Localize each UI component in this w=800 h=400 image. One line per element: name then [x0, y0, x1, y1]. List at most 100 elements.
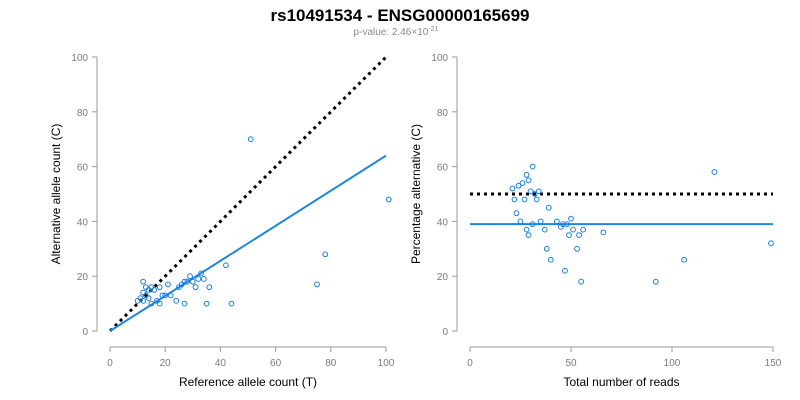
right-panel-percentage-alternative: 0 50 100 150 0 20 40 60 80 100 Total number of rea…: [409, 53, 782, 389]
data-point: [195, 276, 202, 282]
data-point: [564, 221, 570, 228]
data-point: [187, 273, 193, 280]
data-point: [517, 218, 524, 225]
data-point: [537, 218, 544, 225]
x-axis-title: Reference allele count (T): [179, 375, 317, 389]
data-point: [151, 287, 158, 293]
data-point: [580, 226, 587, 233]
y-tick-label: 60: [77, 163, 89, 174]
y-tick-label: 0: [442, 327, 448, 338]
data-point: [600, 229, 607, 236]
data-point: [525, 232, 532, 239]
data-point: [527, 188, 534, 195]
data-point: [314, 281, 320, 288]
data-point: [203, 300, 210, 307]
data-point: [576, 232, 582, 239]
data-point: [547, 256, 554, 263]
data-point: [159, 292, 166, 299]
left-panel-allele-counts: 0 20 40 60 80 100 0 20 40 60 80 100 Reference allele…: [49, 53, 395, 389]
data-point: [145, 295, 152, 302]
data-point: [541, 226, 548, 233]
data-point: [531, 191, 538, 197]
data-point: [521, 196, 528, 203]
data-point: [513, 210, 520, 217]
x-tick-label: 80: [325, 358, 337, 369]
data-point: [228, 300, 235, 307]
data-point: [543, 245, 550, 252]
y-tick-label: 20: [77, 272, 89, 283]
data-point: [560, 221, 566, 228]
data-point: [535, 188, 542, 195]
data-point: [568, 215, 574, 222]
data-point: [570, 226, 576, 233]
data-point: [385, 196, 392, 203]
regression-fit-line: [109, 154, 387, 332]
data-point: [156, 284, 163, 291]
data-point: [529, 221, 536, 228]
data-point: [156, 300, 163, 307]
data-point: [511, 196, 518, 203]
x-tick-label: 40: [215, 358, 227, 369]
x-tick-label: 100: [378, 358, 395, 369]
data-point: [192, 284, 199, 291]
data-point: [322, 251, 329, 258]
data-point: [523, 226, 530, 233]
data-point: [523, 171, 530, 178]
data-point: [140, 297, 147, 304]
y-tick-label: 100: [431, 53, 448, 64]
data-point: [515, 182, 522, 189]
y-tick-label: 40: [437, 217, 449, 228]
chart-title: rs10491534 - ENSG00000165699: [271, 6, 530, 25]
data-point: [206, 284, 213, 291]
data-point: [509, 185, 516, 192]
x-tick-label: 100: [664, 358, 681, 369]
data-point: [681, 256, 688, 263]
y-axis-title: Percentage alternative (C): [409, 124, 423, 264]
data-point: [562, 267, 568, 274]
y-tick-label: 20: [437, 272, 449, 283]
data-point: [167, 292, 174, 299]
y-tick-label: 100: [71, 53, 88, 64]
data-point: [545, 204, 552, 211]
y-tick-label: 40: [77, 217, 89, 228]
data-point: [200, 276, 207, 282]
pvalue-exponent: -21: [428, 26, 438, 33]
y-tick-label: 60: [437, 163, 449, 174]
data-point: [140, 278, 147, 285]
data-point: [566, 232, 572, 239]
reference-dotted-line: [108, 55, 388, 333]
data-point: [184, 278, 191, 285]
data-point: [140, 289, 147, 296]
data-point: [181, 278, 188, 285]
data-point: [148, 284, 155, 291]
data-point: [181, 300, 188, 307]
data-point: [519, 180, 526, 186]
y-tick-label: 80: [77, 108, 89, 119]
data-point: [189, 278, 196, 285]
data-point: [574, 245, 580, 252]
data-point: [173, 297, 180, 304]
data-point: [768, 240, 774, 247]
y-axis-title: Alternative allele count (C): [49, 124, 63, 265]
data-point: [247, 136, 254, 143]
data-point: [529, 163, 536, 170]
x-tick-label: 0: [467, 358, 473, 369]
x-axis-title: Total number of reads: [563, 375, 679, 389]
x-tick-label: 60: [270, 358, 282, 369]
x-tick-label: 50: [565, 358, 577, 369]
x-tick-label: 20: [160, 358, 172, 369]
data-point: [652, 278, 659, 285]
pvalue-text: p-value: 2.46×10: [354, 27, 429, 38]
data-point: [533, 196, 540, 203]
data-point: [578, 278, 584, 285]
data-point: [162, 292, 169, 299]
data-point: [525, 177, 532, 184]
y-tick-label: 80: [437, 108, 449, 119]
x-tick-label: 0: [107, 358, 113, 369]
y-tick-label: 0: [82, 327, 88, 338]
data-point: [553, 218, 560, 225]
data-point: [142, 284, 149, 291]
data-point: [198, 270, 204, 277]
data-point: [711, 169, 718, 175]
